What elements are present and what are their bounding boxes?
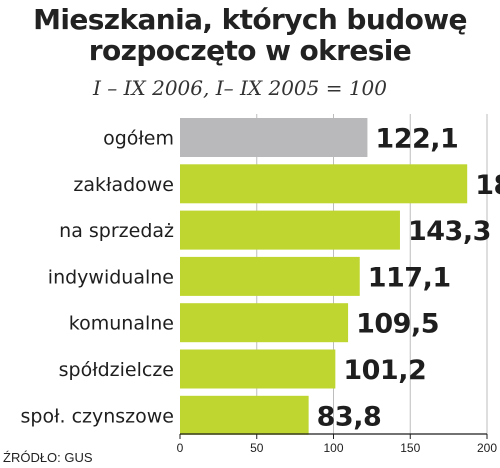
value-label: 83,8	[317, 401, 382, 432]
category-label: społ. czynszowe	[21, 405, 175, 427]
value-label: 109,5	[356, 309, 439, 340]
chart-title-line-1: Mieszkania, których budowę	[33, 3, 467, 36]
bar	[180, 118, 368, 157]
bar	[180, 349, 336, 389]
value-label: 122,1	[375, 124, 458, 155]
x-tick-label: 200	[477, 441, 497, 455]
source-note: ŹRÓDŁO: GUS	[3, 450, 93, 465]
category-label: ogółem	[103, 128, 174, 150]
bar	[180, 395, 309, 435]
bar	[180, 210, 400, 250]
bar	[180, 256, 360, 296]
x-tick-label: 100	[323, 441, 343, 455]
category-label: spółdzielcze	[59, 359, 174, 381]
bar	[180, 164, 468, 204]
value-label: 101,2	[343, 355, 426, 386]
chart-title-line-2: rozpoczęto w okresie	[88, 34, 412, 67]
category-label: indywidualne	[48, 266, 174, 288]
category-label: na sprzedaż	[59, 220, 174, 242]
category-label: komunalne	[69, 313, 174, 335]
x-tick-label: 50	[250, 441, 264, 455]
value-label: 117,1	[368, 262, 451, 293]
category-label: zakładowe	[73, 174, 174, 196]
x-tick-label: 150	[400, 441, 420, 455]
bar	[180, 303, 349, 343]
x-tick-label: 0	[177, 441, 184, 455]
chart-title: Mieszkania, których budowę rozpoczęto w …	[0, 4, 500, 66]
value-label: 143,3	[408, 216, 491, 247]
chart-subtitle: I – IX 2006, I– IX 2005 = 100	[92, 76, 388, 100]
value-label: 187,1	[475, 170, 500, 201]
